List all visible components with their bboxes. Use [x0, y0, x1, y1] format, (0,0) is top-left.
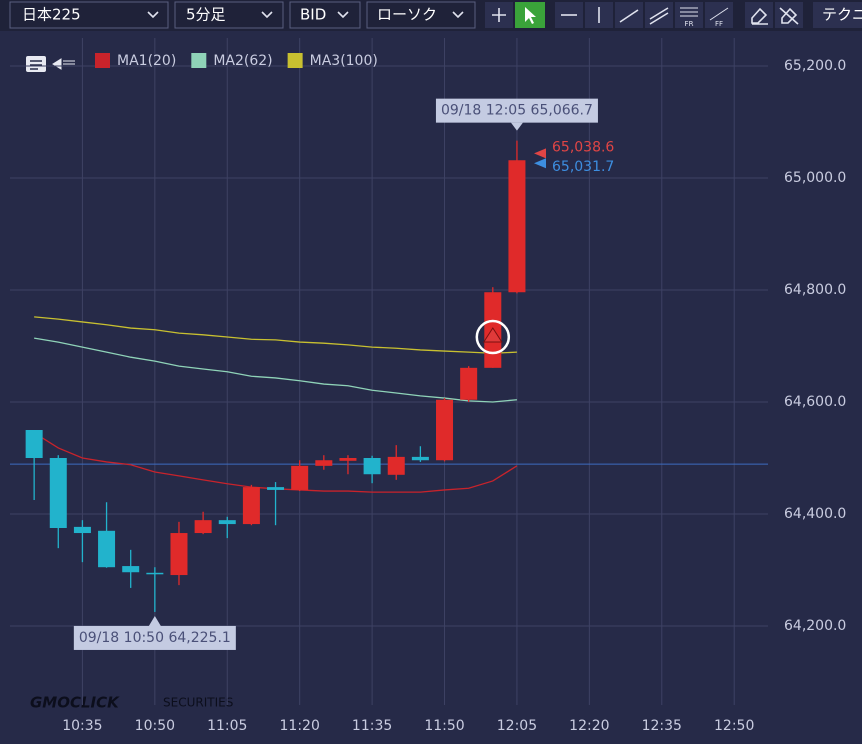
ma-line [34, 337, 518, 403]
technical-button[interactable] [813, 2, 862, 28]
watermark-suffix: SECURITIES [163, 696, 233, 710]
x-tick-label: 12:05 [497, 718, 537, 734]
y-tick-label: 64,200.0 [784, 618, 846, 634]
signal-arrow [482, 327, 503, 343]
candle-body [508, 160, 526, 293]
candle-body [170, 533, 188, 576]
pointer-icon [525, 7, 536, 24]
fr-button[interactable] [675, 2, 703, 28]
tool-label: FF [715, 20, 723, 28]
price-type: BID [300, 6, 326, 24]
annotation-box [73, 625, 236, 650]
x-tick-label: 12:50 [714, 718, 754, 734]
annotation-box [435, 98, 598, 123]
signal-ring [475, 319, 511, 355]
candle-body [411, 456, 429, 461]
annotation-label: 09/18 10:50 64,225.1 [79, 630, 231, 646]
style-select[interactable] [366, 1, 476, 29]
candle-body [267, 487, 285, 490]
candle-body [146, 572, 164, 575]
annotation-label: 09/18 12:05 65,066.7 [441, 103, 593, 119]
legend-label: MA1(20) [117, 53, 176, 69]
candle-body [315, 460, 333, 466]
x-tick-label: 12:35 [642, 718, 682, 734]
x-tick-label: 11:20 [280, 718, 320, 734]
price-select[interactable] [289, 1, 361, 29]
comment-lines [30, 60, 42, 70]
y-tick-label: 64,800.0 [784, 282, 846, 298]
candle-body [242, 487, 260, 525]
candle-body [436, 399, 454, 461]
fr-icon [680, 7, 698, 17]
price-tag: 65,038.6 [552, 139, 614, 155]
erase-all-icon [779, 7, 799, 25]
symbol-select[interactable] [9, 1, 169, 29]
price-marker [534, 148, 546, 159]
x-tick-label: 11:50 [424, 718, 464, 734]
y-tick-label: 65,000.0 [784, 170, 846, 186]
legend-swatch [287, 53, 303, 68]
candle-body [218, 520, 236, 525]
price-marker [534, 158, 546, 169]
annotation-pointer [148, 615, 161, 626]
y-tick-label: 64,400.0 [784, 506, 846, 522]
ma-line [34, 316, 517, 354]
candle-body [98, 530, 116, 568]
timeframe-select[interactable] [174, 1, 284, 29]
y-tick-label: 65,200.0 [784, 58, 846, 74]
eraser-icon [751, 7, 768, 25]
chevron [147, 11, 159, 19]
candle-body [122, 566, 140, 573]
tool-label: FR [685, 20, 694, 28]
candle-body [73, 526, 91, 534]
x-tick-label: 10:35 [62, 718, 102, 734]
ff-button[interactable] [705, 2, 733, 28]
x-tick-label: 12:20 [569, 718, 609, 734]
symbol: 日本225 [22, 6, 81, 24]
candle-body [291, 465, 309, 490]
trendline-icon [619, 9, 639, 23]
watermark-brand: GMOCLICK [30, 694, 120, 712]
crosshair-icon [492, 8, 506, 22]
annotation-pointer [510, 122, 523, 131]
technical-label: テクニ [822, 6, 862, 24]
candle-body [49, 458, 67, 528]
legend-label: MA3(100) [310, 53, 378, 69]
y-tick-label: 64,600.0 [784, 394, 846, 410]
candle-body [387, 456, 405, 475]
legend-swatch [95, 53, 110, 68]
candle-body [339, 458, 357, 461]
chevron [261, 11, 273, 19]
candle-body [363, 458, 381, 475]
comment-icon[interactable] [26, 56, 46, 72]
candle-body [194, 520, 212, 534]
channel-icon [649, 7, 669, 25]
candle-body [460, 367, 478, 400]
trendline-button[interactable] [615, 2, 643, 28]
x-tick-label: 11:35 [352, 718, 392, 734]
x-tick-label: 10:50 [135, 718, 175, 734]
timeframe: 5分足 [186, 6, 226, 24]
candle-body [25, 430, 43, 458]
channel-button[interactable] [645, 2, 673, 28]
legend-swatch [191, 53, 207, 68]
chevron [337, 11, 349, 19]
ff-icon [709, 7, 729, 21]
chevron [452, 11, 464, 19]
x-tick-label: 11:05 [207, 718, 247, 734]
price-tag: 65,031.7 [552, 159, 614, 175]
legend-label: MA2(62) [213, 53, 272, 69]
chart-style: ローソク [377, 6, 437, 24]
